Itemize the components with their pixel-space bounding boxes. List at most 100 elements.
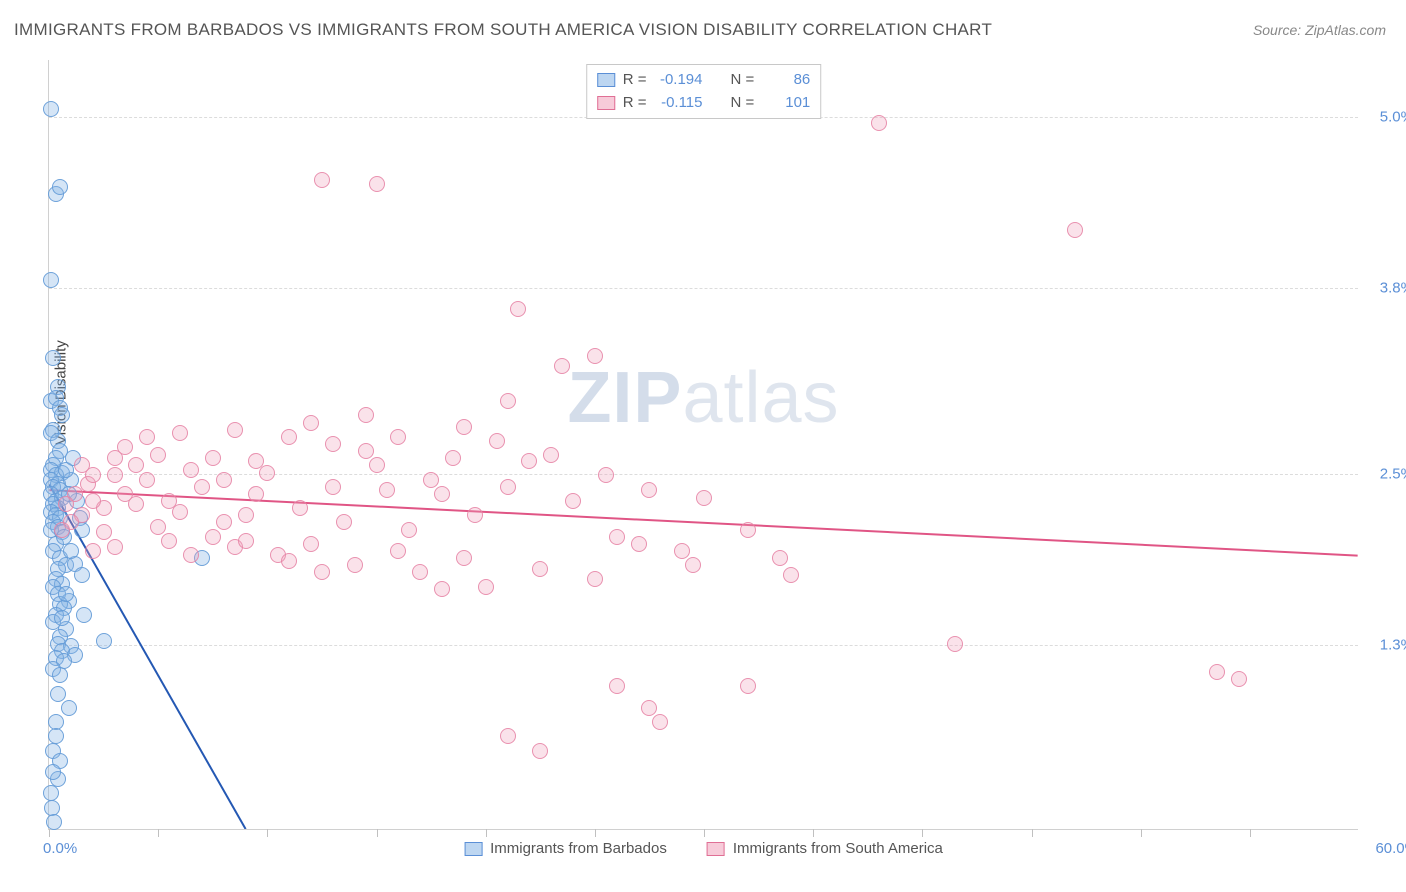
scatter-point	[238, 507, 254, 523]
x-tick	[1250, 829, 1251, 837]
scatter-point	[521, 453, 537, 469]
scatter-point	[183, 462, 199, 478]
scatter-point	[358, 443, 374, 459]
scatter-point	[139, 429, 155, 445]
scatter-point	[172, 504, 188, 520]
x-tick	[595, 829, 596, 837]
n-value: 86	[762, 69, 810, 92]
scatter-point	[216, 514, 232, 530]
legend-label: Immigrants from South America	[733, 840, 943, 857]
scatter-point	[467, 507, 483, 523]
chart-title: IMMIGRANTS FROM BARBADOS VS IMMIGRANTS F…	[14, 20, 992, 40]
scatter-point	[445, 450, 461, 466]
legend-item-barbados: Immigrants from Barbados	[464, 840, 667, 857]
scatter-point	[871, 115, 887, 131]
trendlines	[49, 60, 1358, 829]
scatter-point	[772, 550, 788, 566]
legend-item-south-america: Immigrants from South America	[707, 840, 943, 857]
x-tick	[49, 829, 50, 837]
n-value: 101	[762, 92, 810, 115]
scatter-point	[532, 561, 548, 577]
x-tick	[486, 829, 487, 837]
stats-legend-box: R = -0.194 N = 86 R = -0.115 N = 101	[586, 64, 822, 119]
scatter-point	[139, 472, 155, 488]
scatter-point	[500, 479, 516, 495]
scatter-point	[500, 728, 516, 744]
scatter-point	[227, 422, 243, 438]
scatter-point	[205, 529, 221, 545]
scatter-point	[281, 429, 297, 445]
scatter-point	[500, 393, 516, 409]
scatter-point	[609, 529, 625, 545]
scatter-point	[172, 425, 188, 441]
y-tick-label: 3.8%	[1380, 280, 1406, 297]
scatter-point	[248, 486, 264, 502]
scatter-point	[292, 500, 308, 516]
scatter-point	[685, 557, 701, 573]
scatter-point	[543, 447, 559, 463]
scatter-point	[947, 636, 963, 652]
scatter-point	[96, 524, 112, 540]
n-label: N =	[731, 69, 755, 92]
scatter-point	[674, 543, 690, 559]
n-label: N =	[731, 92, 755, 115]
r-value: -0.115	[655, 92, 703, 115]
scatter-point	[58, 586, 74, 602]
scatter-point	[478, 579, 494, 595]
scatter-point	[1209, 664, 1225, 680]
x-axis-max-label: 60.0%	[1375, 840, 1406, 857]
x-tick	[704, 829, 705, 837]
stats-row-barbados: R = -0.194 N = 86	[597, 69, 811, 92]
x-tick	[813, 829, 814, 837]
scatter-point	[456, 550, 472, 566]
scatter-point	[587, 571, 603, 587]
scatter-point	[347, 557, 363, 573]
scatter-point	[412, 564, 428, 580]
scatter-point	[1067, 222, 1083, 238]
scatter-point	[63, 543, 79, 559]
swatch-icon	[597, 73, 615, 87]
scatter-point	[434, 486, 450, 502]
y-tick-label: 1.3%	[1380, 636, 1406, 653]
y-tick-label: 2.5%	[1380, 465, 1406, 482]
x-tick	[1141, 829, 1142, 837]
scatter-point	[325, 436, 341, 452]
y-tick-label: 5.0%	[1380, 109, 1406, 126]
scatter-point	[107, 539, 123, 555]
stats-row-south-america: R = -0.115 N = 101	[597, 92, 811, 115]
x-tick	[158, 829, 159, 837]
scatter-point	[510, 301, 526, 317]
scatter-point	[45, 764, 61, 780]
scatter-point	[489, 433, 505, 449]
scatter-point	[183, 547, 199, 563]
scatter-point	[369, 457, 385, 473]
scatter-point	[740, 678, 756, 694]
scatter-point	[205, 450, 221, 466]
scatter-point	[46, 814, 62, 830]
scatter-point	[52, 667, 68, 683]
x-tick	[1032, 829, 1033, 837]
legend-label: Immigrants from Barbados	[490, 840, 667, 857]
scatter-point	[554, 358, 570, 374]
scatter-point	[281, 553, 297, 569]
scatter-point	[303, 415, 319, 431]
scatter-point	[107, 467, 123, 483]
r-label: R =	[623, 69, 647, 92]
scatter-point	[216, 472, 232, 488]
scatter-point	[43, 101, 59, 117]
scatter-point	[96, 633, 112, 649]
scatter-point	[587, 348, 603, 364]
scatter-point	[740, 522, 756, 538]
scatter-point	[609, 678, 625, 694]
swatch-icon	[707, 842, 725, 856]
scatter-point	[336, 514, 352, 530]
scatter-point	[631, 536, 647, 552]
scatter-point	[456, 419, 472, 435]
scatter-point	[325, 479, 341, 495]
bottom-legend: Immigrants from Barbados Immigrants from…	[464, 840, 943, 857]
scatter-point	[58, 496, 74, 512]
scatter-point	[161, 533, 177, 549]
scatter-point	[150, 447, 166, 463]
scatter-point	[117, 439, 133, 455]
scatter-point	[61, 700, 77, 716]
